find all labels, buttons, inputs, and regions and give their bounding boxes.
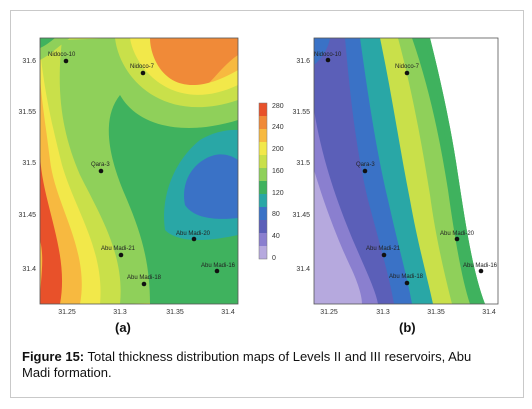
well-label: Abu Madi-20: [176, 231, 211, 237]
colorbar-tick: 120: [272, 190, 284, 197]
well-label: Abu Madi-20: [440, 231, 475, 237]
y-tick-label: 31.45: [18, 212, 36, 219]
y-tick-label: 31.5: [296, 160, 310, 167]
well-label: Qara-3: [356, 162, 375, 168]
well-marker: [118, 252, 124, 258]
well-marker: [63, 58, 69, 64]
well-marker: [362, 168, 368, 174]
y-tick-label: 31.4: [22, 266, 36, 273]
colorbar: 280 240 200 160 120 80 40 0: [258, 102, 284, 262]
map-b-y-axis: 31.6 31.55 31.5 31.45 31.4: [292, 58, 310, 273]
map-a-border: [39, 37, 239, 305]
y-tick-label: 31.55: [18, 109, 36, 116]
map-a-x-axis: 31.25 31.3 31.35 31.4: [58, 309, 235, 316]
y-tick-label: 31.6: [296, 58, 310, 65]
well-label: Abu Madi-16: [201, 263, 236, 269]
well-label: Abu Madi-16: [463, 263, 498, 269]
well-label: Abu Madi-18: [127, 275, 162, 281]
well-marker: [325, 57, 331, 63]
colorbar-tick: 200: [272, 146, 284, 153]
well-marker: [404, 280, 410, 286]
well-label: Nidoco-7: [130, 64, 155, 70]
map-a-y-axis: 31.6 31.55 31.5 31.45 31.4: [18, 58, 36, 273]
well-marker: [381, 252, 387, 258]
well-label: Abu Madi-21: [366, 246, 401, 252]
well-marker: [454, 236, 460, 242]
y-tick-label: 31.6: [22, 58, 36, 65]
panel-a-label: (a): [115, 320, 131, 335]
x-tick-label: 31.25: [58, 309, 76, 316]
y-tick-label: 31.45: [292, 212, 310, 219]
well-label: Abu Madi-21: [101, 246, 136, 252]
well-marker: [191, 236, 197, 242]
map-b-x-axis: 31.25 31.3 31.35 31.4: [320, 309, 496, 316]
colorbar-tick: 240: [272, 124, 284, 131]
map-b-wells: Nidoco-10 Nidoco-7 Qara-3 Abu Madi-20 Ab…: [314, 52, 498, 286]
colorbar-tick: 40: [272, 233, 280, 240]
colorbar-tick: 80: [272, 211, 280, 218]
well-marker: [98, 168, 104, 174]
colorbar-tick: 280: [272, 103, 284, 110]
well-label: Nidoco-10: [314, 52, 342, 58]
caption-text: Total thickness distribution maps of Lev…: [22, 349, 472, 380]
map-a-wells: Nidoco-10 Nidoco-7 Qara-3 Abu Madi-20 Ab…: [48, 52, 236, 287]
x-tick-label: 31.35: [427, 309, 445, 316]
well-label: Abu Madi-18: [389, 274, 424, 280]
well-label: Nidoco-10: [48, 52, 76, 58]
colorbar-tick: 0: [272, 255, 276, 262]
well-marker: [140, 70, 146, 76]
well-label: Nidoco-7: [395, 64, 420, 70]
map-a-contours: [40, 38, 238, 304]
x-tick-label: 31.4: [482, 309, 496, 316]
figure-frame: [10, 10, 524, 398]
well-marker: [404, 70, 410, 76]
y-tick-label: 31.55: [292, 109, 310, 116]
caption-label: Figure 15:: [22, 349, 85, 364]
well-marker: [478, 268, 484, 274]
y-tick-label: 31.5: [22, 160, 36, 167]
figure-caption: Figure 15: Total thickness distribution …: [22, 349, 502, 381]
y-tick-label: 31.4: [296, 266, 310, 273]
well-marker: [214, 268, 220, 274]
x-tick-label: 31.4: [221, 309, 235, 316]
map-b-border: [313, 37, 499, 305]
colorbar-tick: 160: [272, 168, 284, 175]
x-tick-label: 31.35: [166, 309, 184, 316]
x-tick-label: 31.3: [376, 309, 390, 316]
x-tick-label: 31.3: [113, 309, 127, 316]
well-marker: [141, 281, 147, 287]
well-label: Qara-3: [91, 162, 110, 168]
x-tick-label: 31.25: [320, 309, 338, 316]
panel-b-label: (b): [399, 320, 416, 335]
